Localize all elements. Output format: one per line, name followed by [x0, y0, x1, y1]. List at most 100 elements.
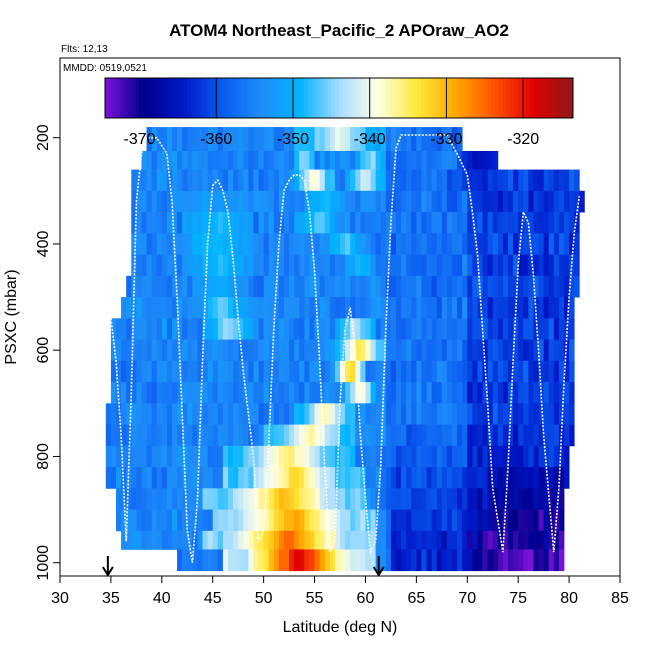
heatmap-cell	[411, 275, 417, 298]
heatmap-cell	[334, 339, 341, 362]
heatmap-cell	[263, 318, 270, 340]
heatmap-cell	[457, 403, 463, 425]
heatmap-cell	[289, 488, 295, 510]
heatmap-cell	[126, 509, 132, 532]
heatmap-cell	[380, 127, 387, 152]
heatmap-cell	[314, 424, 321, 447]
heatmap-cell	[390, 382, 397, 404]
heatmap-cell	[182, 233, 188, 255]
heatmap-cell	[172, 445, 178, 468]
heatmap-cell	[497, 467, 504, 489]
heatmap-cell	[457, 233, 463, 255]
heatmap-cell	[462, 424, 468, 447]
heatmap-cell	[548, 275, 555, 298]
heatmap-cell	[222, 318, 229, 340]
x-tick-label: 40	[153, 590, 171, 607]
heatmap-cell	[182, 467, 188, 489]
heatmap-cell	[258, 339, 265, 362]
heatmap-cell	[334, 403, 341, 425]
heatmap-cell	[497, 488, 504, 510]
heatmap-cell	[228, 318, 234, 340]
heatmap-cell	[457, 127, 463, 152]
heatmap-cell	[375, 403, 382, 425]
heatmap-cell	[492, 275, 499, 298]
heatmap-cell	[243, 467, 249, 489]
heatmap-cell	[329, 318, 336, 340]
heatmap-cell	[110, 339, 117, 362]
heatmap-cell	[273, 233, 280, 255]
heatmap-cell	[396, 127, 402, 152]
heatmap-cell	[538, 530, 545, 550]
heatmap-cell	[375, 275, 382, 298]
heatmap-cell	[263, 212, 270, 234]
heatmap-cell	[477, 488, 483, 510]
heatmap-cell	[401, 360, 407, 383]
heatmap-cell	[273, 530, 280, 550]
heatmap-cell	[217, 150, 224, 170]
heatmap-cell	[151, 509, 158, 532]
heatmap-cell	[502, 254, 509, 277]
heatmap-cell	[467, 297, 473, 319]
heatmap-cell	[304, 424, 310, 447]
colorbar-swatch	[331, 78, 336, 118]
colorbar-tick-label: -330	[430, 131, 462, 148]
heatmap-cell	[497, 254, 504, 277]
heatmap-cell	[548, 254, 555, 277]
heatmap-cell	[238, 467, 244, 489]
colorbar-swatch	[370, 78, 375, 118]
heatmap-cell	[569, 382, 575, 404]
heatmap-cell	[314, 445, 321, 468]
heatmap-cell	[146, 339, 153, 362]
heatmap-cell	[314, 530, 321, 550]
heatmap-cell	[248, 150, 254, 170]
heatmap-cell	[462, 403, 468, 425]
heatmap-cell	[222, 360, 229, 383]
heatmap-cell	[212, 424, 219, 447]
heatmap-cell	[136, 424, 142, 447]
colorbar-swatch	[471, 78, 476, 118]
heatmap-cell	[452, 150, 458, 170]
heatmap-cell	[523, 509, 529, 532]
heatmap-cell	[243, 509, 249, 532]
heatmap-cell	[289, 275, 295, 298]
heatmap-cell	[396, 530, 402, 550]
heatmap-cell	[105, 467, 112, 489]
colorbar-tick-label: -340	[354, 131, 386, 148]
colorbar-swatch	[183, 78, 188, 118]
heatmap-cell	[350, 467, 356, 489]
colorbar-swatch	[190, 78, 196, 118]
heatmap-cell	[406, 382, 412, 404]
heatmap-cell	[156, 212, 163, 234]
heatmap-cell	[431, 382, 438, 404]
x-tick-label: 50	[255, 590, 273, 607]
heatmap-cell	[452, 233, 458, 255]
heatmap-cell	[309, 360, 315, 383]
heatmap-cell	[426, 445, 433, 468]
heatmap-cell	[533, 275, 539, 298]
heatmap-cell	[406, 549, 412, 572]
heatmap-cell	[248, 445, 254, 468]
heatmap-cell	[380, 467, 387, 489]
heatmap-cell	[508, 233, 514, 255]
heatmap-cell	[523, 318, 529, 340]
heatmap-cell	[426, 150, 433, 170]
heatmap-cell	[446, 233, 453, 255]
heatmap-cell	[299, 233, 305, 255]
heatmap-cell	[248, 424, 254, 447]
heatmap-cell	[156, 233, 163, 255]
heatmap-cell	[151, 212, 158, 234]
heatmap-cell	[452, 169, 458, 192]
heatmap-cell	[452, 530, 458, 550]
heatmap-cell	[289, 233, 295, 255]
heatmap-cell	[131, 509, 137, 532]
heatmap-cell	[355, 169, 361, 192]
heatmap-cell	[263, 127, 270, 152]
x-tick-label: 85	[611, 590, 629, 607]
heatmap-cell	[146, 403, 153, 425]
colorbar-swatch	[147, 78, 153, 118]
heatmap-cell	[482, 275, 489, 298]
heatmap-cell	[309, 212, 315, 234]
heatmap-cell	[360, 212, 366, 234]
heatmap-cell	[431, 445, 438, 468]
